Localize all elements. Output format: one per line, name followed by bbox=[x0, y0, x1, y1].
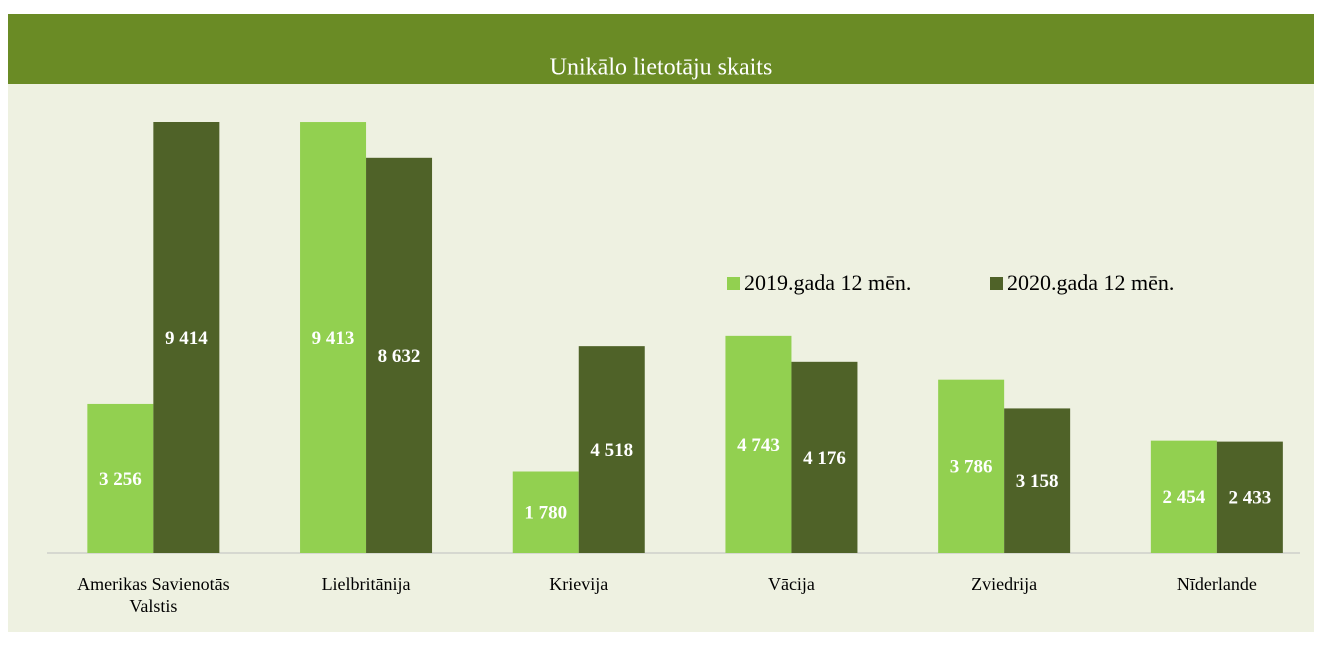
data-label: 4 743 bbox=[737, 435, 780, 456]
bar bbox=[512, 471, 579, 553]
legend-swatch bbox=[727, 277, 740, 290]
bar bbox=[153, 122, 220, 553]
data-label: 2 433 bbox=[1228, 488, 1271, 509]
data-label: 2 454 bbox=[1162, 487, 1205, 508]
x-tick-label: Krievija bbox=[549, 574, 609, 594]
bar bbox=[938, 379, 1005, 553]
bar bbox=[578, 346, 645, 553]
legend-label: 2020.gada 12 mēn. bbox=[1007, 270, 1174, 295]
plot-background bbox=[8, 84, 1314, 632]
bar bbox=[300, 122, 367, 554]
data-label: 1 780 bbox=[524, 503, 567, 524]
data-label: 4 176 bbox=[803, 448, 846, 469]
bar bbox=[366, 157, 433, 553]
bar bbox=[87, 403, 154, 553]
x-tick-label: Lielbritānija bbox=[321, 574, 411, 594]
x-tick-label: Zviedrija bbox=[971, 574, 1038, 594]
legend-label: 2019.gada 12 mēn. bbox=[744, 270, 911, 295]
data-label: 3 786 bbox=[950, 457, 993, 478]
chart-title: Unikālo lietotāju skaits bbox=[550, 55, 773, 81]
bar bbox=[1150, 440, 1217, 553]
data-label: 8 632 bbox=[378, 346, 421, 367]
bar bbox=[791, 361, 858, 553]
header-band bbox=[8, 14, 1314, 84]
data-label: 4 518 bbox=[590, 440, 633, 461]
bar bbox=[1004, 408, 1071, 553]
bar bbox=[725, 335, 792, 553]
data-label: 3 158 bbox=[1016, 471, 1059, 492]
data-label: 9 414 bbox=[165, 328, 208, 349]
legend-swatch bbox=[990, 277, 1003, 290]
x-tick-label: Vācija bbox=[767, 574, 815, 594]
data-label: 3 256 bbox=[99, 469, 142, 490]
data-label: 9 413 bbox=[312, 328, 355, 349]
x-tick-label: Nīderlande bbox=[1176, 574, 1257, 594]
x-tick-label: Amerikas Savienotās Valstis bbox=[77, 574, 230, 616]
bar bbox=[1216, 441, 1283, 553]
